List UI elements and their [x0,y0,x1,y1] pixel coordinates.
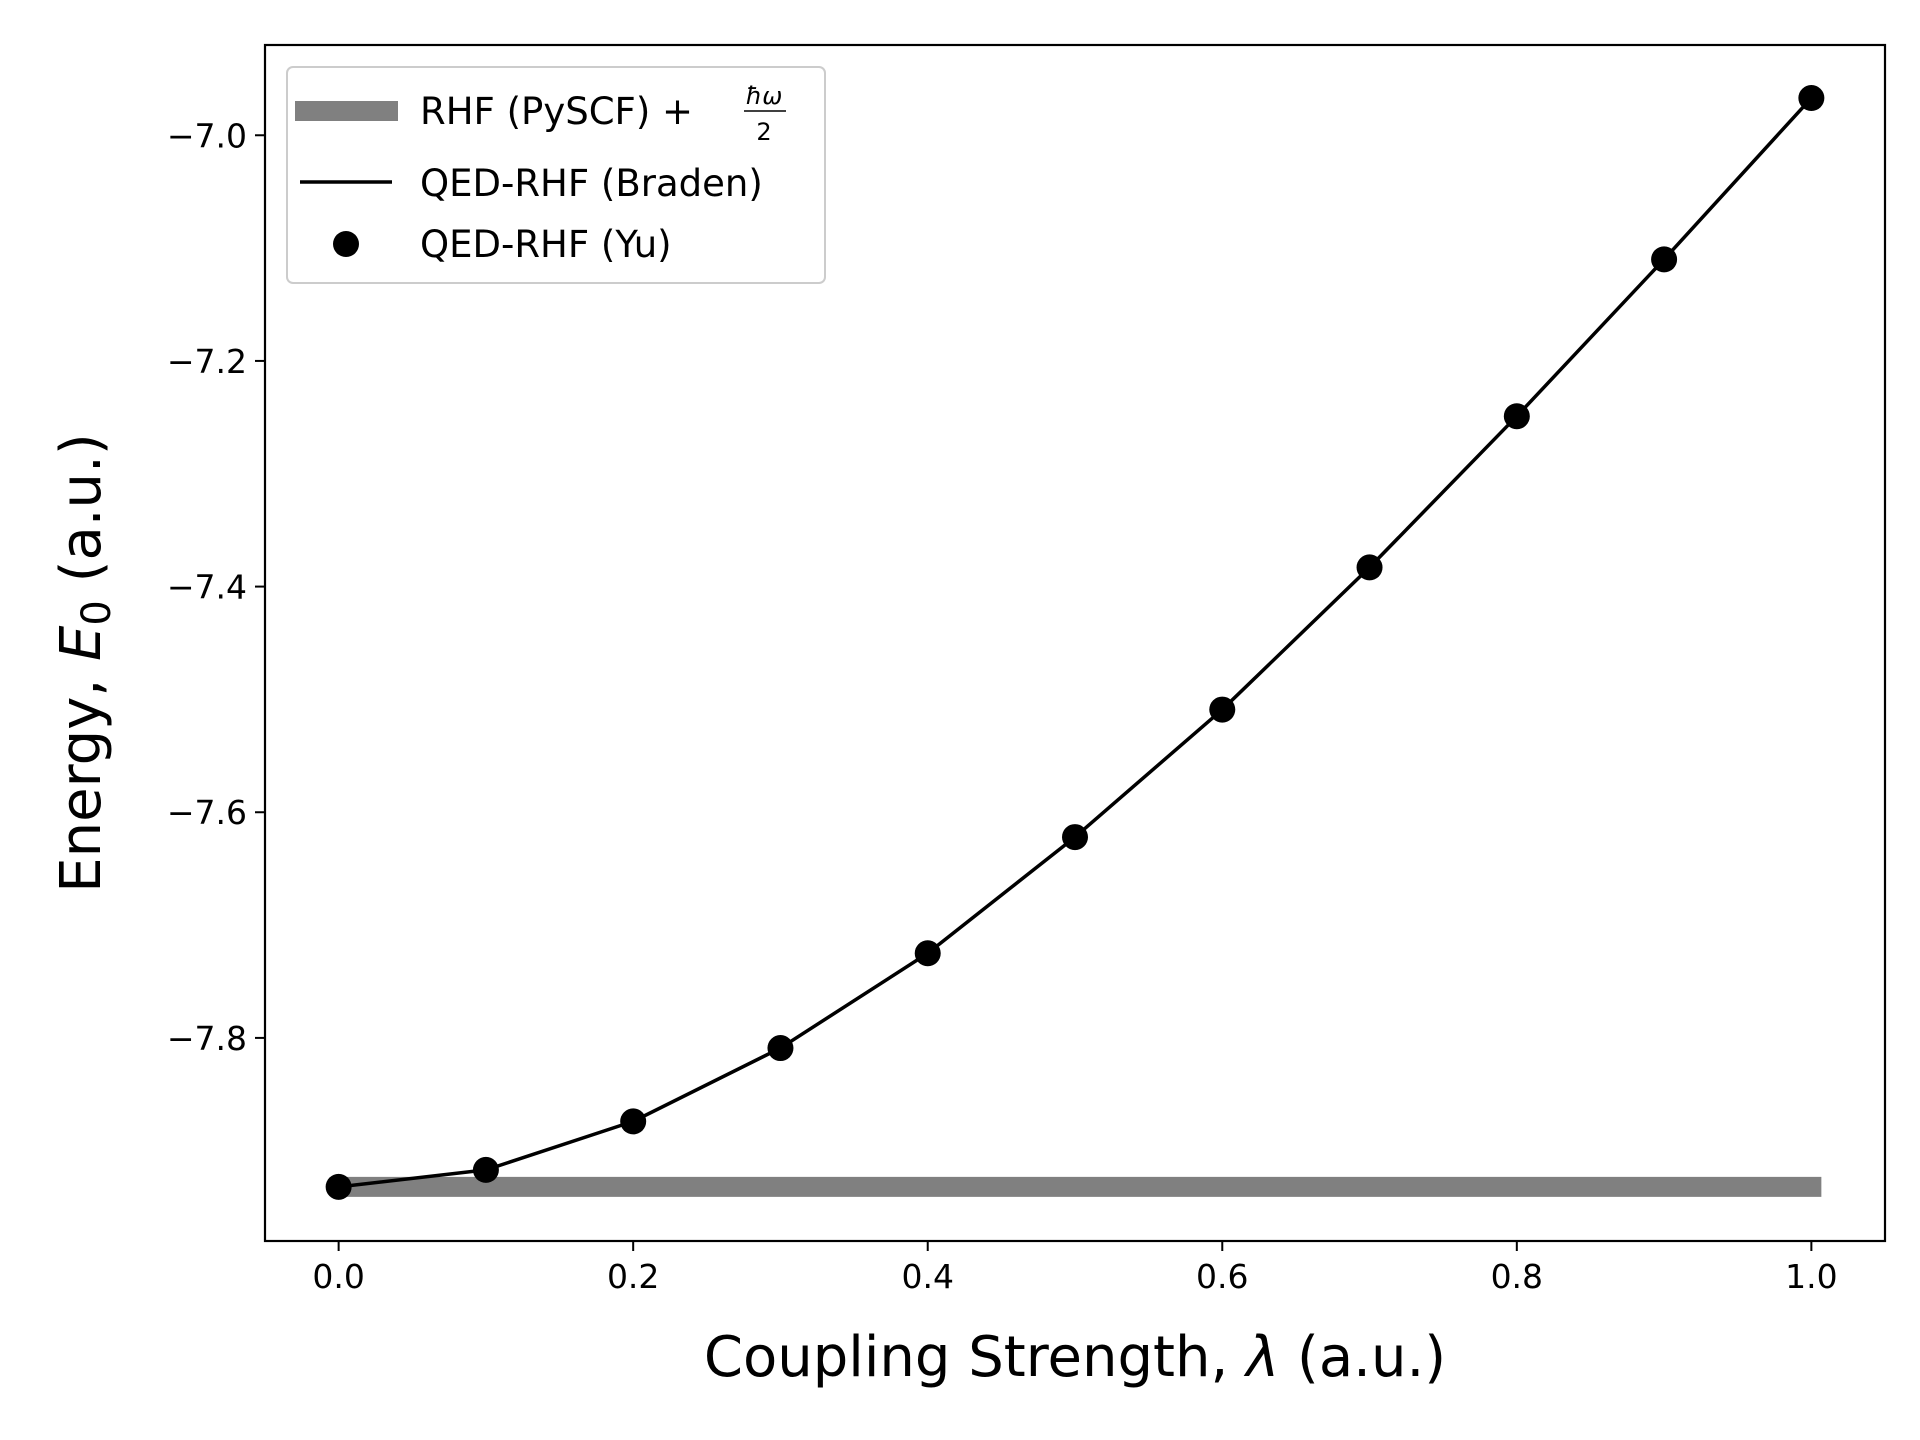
series-qed-rhf-yu-point [1798,85,1825,112]
series-qed-rhf-yu-point [1062,824,1088,851]
x-tick-label: 0.4 [901,1257,953,1296]
x-tick-label: 0.8 [1491,1257,1543,1296]
x-axis-label-text: Coupling Strength, [704,1325,1246,1390]
x-axis-label: Coupling Strength, λ (a.u.) [704,1325,1446,1390]
legend-box [286,66,826,284]
y-axis-label-subscript: 0 [74,600,120,625]
legend-frac-numerator: ħω [746,82,783,110]
series-layer [325,85,1825,1200]
x-tick-label: 0.2 [607,1257,659,1296]
series-qed-rhf-yu-point [620,1108,647,1135]
series-qed-rhf-yu-point [1356,554,1383,581]
series-qed-rhf-yu-point [1503,403,1530,430]
y-tick-label: −7.0 [167,116,247,155]
series-qed-rhf-yu-point [767,1035,794,1062]
y-tick-label: −7.2 [167,342,247,381]
legend-swatch-qed-rhf-yu [333,231,359,257]
legend-label-rhf-pyscf-text: RHF (PySCF) + [420,90,693,133]
series-qed-rhf-yu-point [1209,696,1236,723]
axes-frame [263,43,1887,1243]
x-tick-label: 0.0 [312,1257,364,1296]
y-tick-label: −7.6 [167,793,247,832]
y-axis-label: Energy, E0 (a.u.) [49,433,120,892]
series-qed-rhf-yu-point [1651,246,1678,273]
legend-label-qed-rhf-braden: QED-RHF (Braden) [420,162,763,205]
legend-frac-denominator: 2 [756,118,771,146]
y-axis-label-text: Energy, [49,661,114,893]
y-tick-label: −7.8 [167,1019,247,1058]
legend-label-qed-rhf-yu: QED-RHF (Yu) [420,223,672,266]
ticks-layer: 0.0 0.2 0.4 0.6 0.8 1.0 −7.0 −7.2 −7.4 −7.6 −7.8 [167,116,1838,1296]
x-axis-label-unit: (a.u.) [1279,1325,1446,1390]
x-tick-label: 1.0 [1785,1257,1837,1296]
x-axis-label-symbol: λ [1243,1325,1279,1390]
y-axis-label-symbol: E [49,625,114,661]
series-qed-rhf-yu-point [325,1173,352,1200]
legend-label-rhf-pyscf: RHF (PySCF) + [420,90,693,133]
series-qed-rhf-yu-point [914,940,941,967]
y-axis-label-unit: (a.u.) [49,433,114,600]
x-tick-label: 0.6 [1196,1257,1248,1296]
legend: RHF (PySCF) + ħω 2 QED-RHF (Braden) QED-… [286,66,826,284]
series-qed-rhf-yu-point [472,1156,499,1183]
y-tick-label: −7.4 [167,568,247,607]
